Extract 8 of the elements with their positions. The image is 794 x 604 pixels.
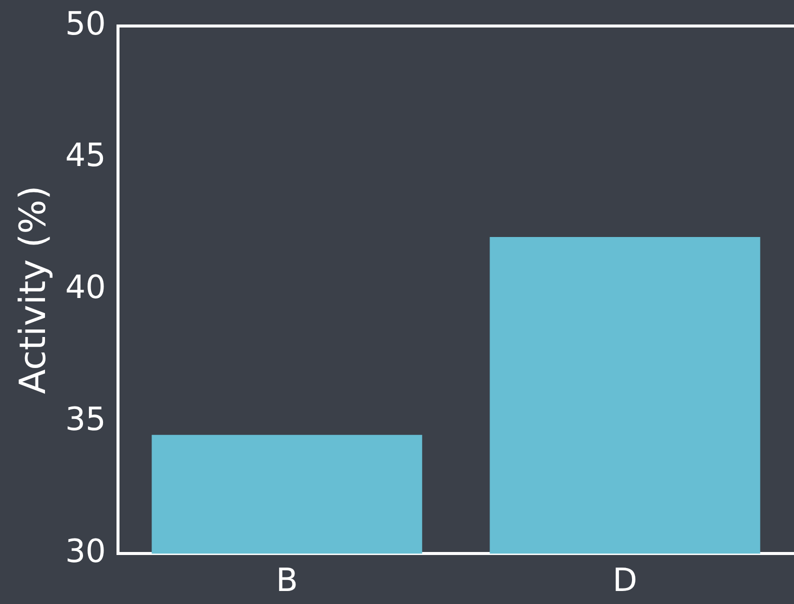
y-tick-label: 30 — [65, 532, 106, 570]
y-tick-label: 45 — [65, 136, 106, 174]
y-tick-label: 35 — [65, 400, 106, 438]
y-axis-title: Activity (%) — [12, 186, 54, 394]
y-tick-label: 50 — [65, 4, 106, 42]
y-tick-label: 40 — [65, 268, 106, 306]
x-tick-label: D — [612, 561, 638, 600]
x-tick-label: B — [276, 561, 298, 600]
